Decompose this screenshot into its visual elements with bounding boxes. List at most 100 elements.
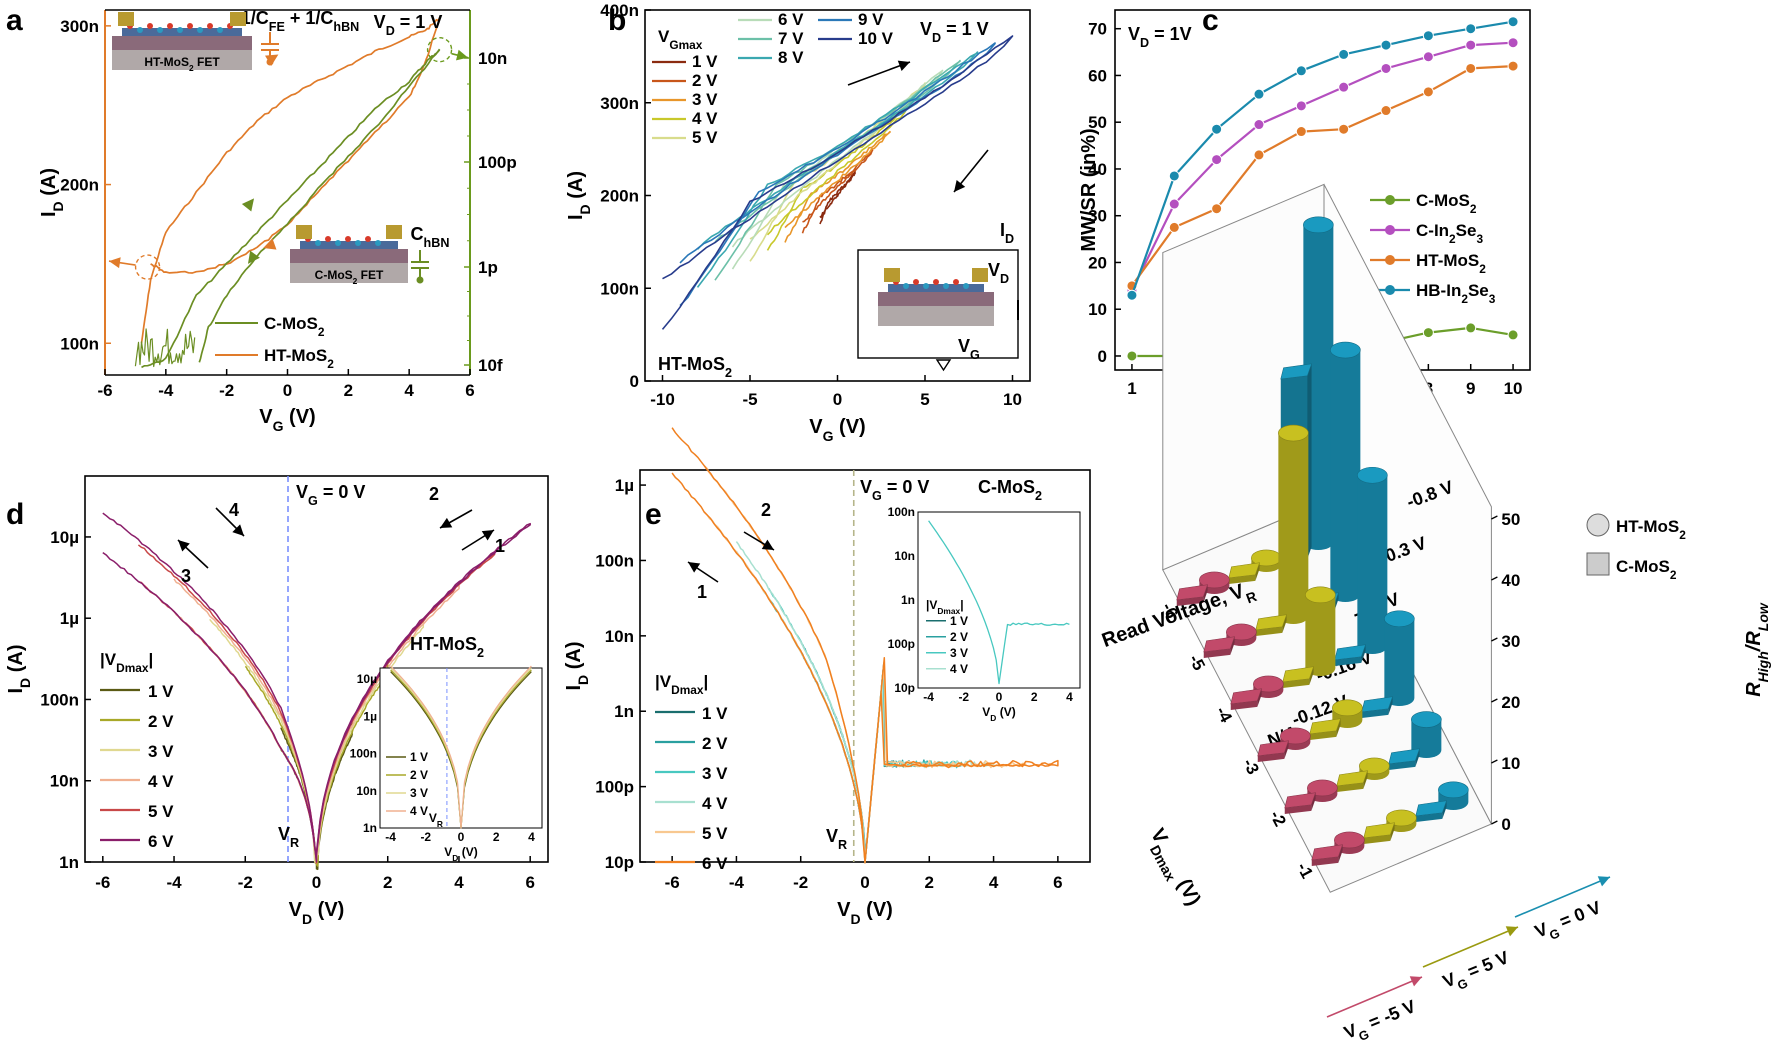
device-source-contact — [884, 268, 900, 282]
d-xtick-label: -4 — [166, 873, 182, 892]
device-atom — [933, 279, 939, 285]
b-legend-label: 5 V — [692, 128, 718, 147]
d-device-label: HT-MoS2 — [410, 634, 484, 660]
b-legend-label: 6 V — [778, 10, 804, 29]
f-bar-cylinder-top — [1226, 623, 1257, 641]
f-bar-cylinder-top — [1411, 711, 1442, 728]
e-xtick-label: 4 — [989, 873, 999, 892]
f-bar-box-face — [1311, 856, 1339, 867]
c-data-point — [1507, 37, 1519, 49]
f-ztick — [1491, 637, 1498, 642]
c-data-point — [1168, 198, 1180, 210]
a-rtick-label: 1p — [478, 258, 498, 277]
b-xtick-label: 0 — [833, 390, 842, 409]
e-inset-ytick-label: 10n — [894, 549, 915, 563]
device-atom — [137, 27, 143, 33]
f-row-label: VG = -5 V — [1341, 996, 1421, 1048]
f-bar-cylinder-top — [1303, 216, 1334, 234]
d-ylabel: ID (A) — [5, 644, 33, 693]
device-channel — [300, 241, 398, 249]
b-series-loop — [819, 170, 856, 225]
f-bar-cylinder-top — [1386, 809, 1417, 827]
a-xtick-label: -2 — [219, 381, 234, 400]
f-bar-cylinder-top — [1278, 424, 1309, 442]
d-inset: -4 -2 0 2 4 1n 10n 100n 1µ 10µ VD (V)VR 1 V 2 V 3 V 4 … — [350, 665, 543, 863]
device-drain-contact — [972, 268, 988, 282]
d-series-loop — [102, 512, 531, 863]
a-rtick-label: 10f — [478, 356, 503, 375]
d-xtick-label: 4 — [454, 873, 464, 892]
f-legend-circle-icon — [1586, 513, 1610, 537]
f-bar-box-face — [1228, 574, 1256, 585]
c-data-point — [1422, 86, 1434, 98]
c-ytick-label: 30 — [1088, 207, 1107, 226]
device-substrate — [878, 292, 994, 306]
f-ztick-label: 50 — [1501, 510, 1520, 529]
device-atom — [375, 240, 381, 246]
f-row-arrow-head — [1409, 976, 1422, 987]
e-inset-legend-label: 4 V — [950, 662, 968, 676]
e-vg-annotation: VG = 0 V — [860, 477, 929, 503]
f-row-arrow — [1326, 976, 1423, 1018]
panel-label-d: d — [6, 498, 24, 531]
a-rtick-label: 10n — [478, 49, 507, 68]
c-legend-marker — [1385, 255, 1395, 265]
e-xtick-label: -4 — [729, 873, 745, 892]
device-base — [290, 263, 408, 283]
c-data-point — [1253, 119, 1265, 131]
device-atom — [147, 23, 153, 29]
a-cap-equation: 1/CFE + 1/ChBN — [241, 8, 360, 34]
f-bar-box-top — [1230, 688, 1263, 705]
device-atom — [335, 240, 341, 246]
f-bar-cylinder-top — [1199, 571, 1230, 589]
f-ztick — [1491, 515, 1498, 520]
c-ytick-label: 10 — [1088, 300, 1107, 319]
f-bar-box-face — [1230, 700, 1258, 711]
d-legend-label: 6 V — [148, 832, 174, 851]
e-sweep-arrow-head — [761, 539, 774, 550]
f-bar-box-top — [1336, 770, 1369, 787]
device-atom — [913, 279, 919, 285]
e-xtick-label: 2 — [925, 873, 934, 892]
b-legend-label: 9 V — [858, 10, 884, 29]
c-ytick-label: 40 — [1088, 160, 1107, 179]
e-inset-series — [928, 520, 1070, 685]
f-bar-box-side — [1255, 562, 1260, 581]
f-ztick-label: 30 — [1501, 632, 1520, 651]
c-data-point — [1253, 88, 1265, 100]
c-data-point — [1126, 289, 1138, 301]
c-series-line — [1130, 41, 1514, 291]
b-sweep-arrow — [847, 61, 911, 86]
c-data-point — [1422, 327, 1434, 339]
a-rtick-label: 100p — [478, 153, 517, 172]
c-data-point — [1295, 100, 1307, 112]
device-drain-contact — [386, 225, 402, 239]
f-bar-box-face — [1388, 760, 1416, 771]
b-legend-label: 10 V — [858, 29, 894, 48]
a-ylabel: ID (A) — [38, 168, 66, 217]
c-legend-label: HB-In2Se3 — [1416, 281, 1496, 306]
cap-terminal — [266, 58, 274, 66]
d-inset-vr-label: VR — [429, 811, 443, 829]
c-legend-marker — [1385, 195, 1395, 205]
panel-d: -6 -4 -2 0 2 4 6 1n 10n 100n 1µ 10µ VD (V) ID (A) VG =… — [5, 475, 549, 927]
a-ltick-label: 100n — [60, 334, 99, 353]
e-sweep-arrow-head — [688, 562, 701, 573]
a-dashed-circle — [134, 254, 161, 280]
f-bar-box-side — [1390, 822, 1395, 841]
e-xtick-label: 6 — [1053, 873, 1062, 892]
f-ztick-label: 0 — [1501, 815, 1510, 834]
e-device-label: C-MoS2 — [978, 477, 1042, 503]
e-xtick-label: -6 — [665, 873, 680, 892]
f-row-arrow-head — [1597, 876, 1610, 887]
a-pointer-arrow-head — [456, 49, 468, 61]
f-legend-label: C-MoS2 — [1616, 557, 1677, 582]
f-bar-cylinder-top — [1305, 586, 1336, 604]
device-atom — [177, 27, 183, 33]
c-data-point — [1211, 154, 1223, 166]
a-series-line — [141, 49, 441, 369]
f-bar-cylinder — [1384, 618, 1415, 707]
c-series-line — [1131, 65, 1514, 287]
c-data-point — [1168, 221, 1180, 233]
